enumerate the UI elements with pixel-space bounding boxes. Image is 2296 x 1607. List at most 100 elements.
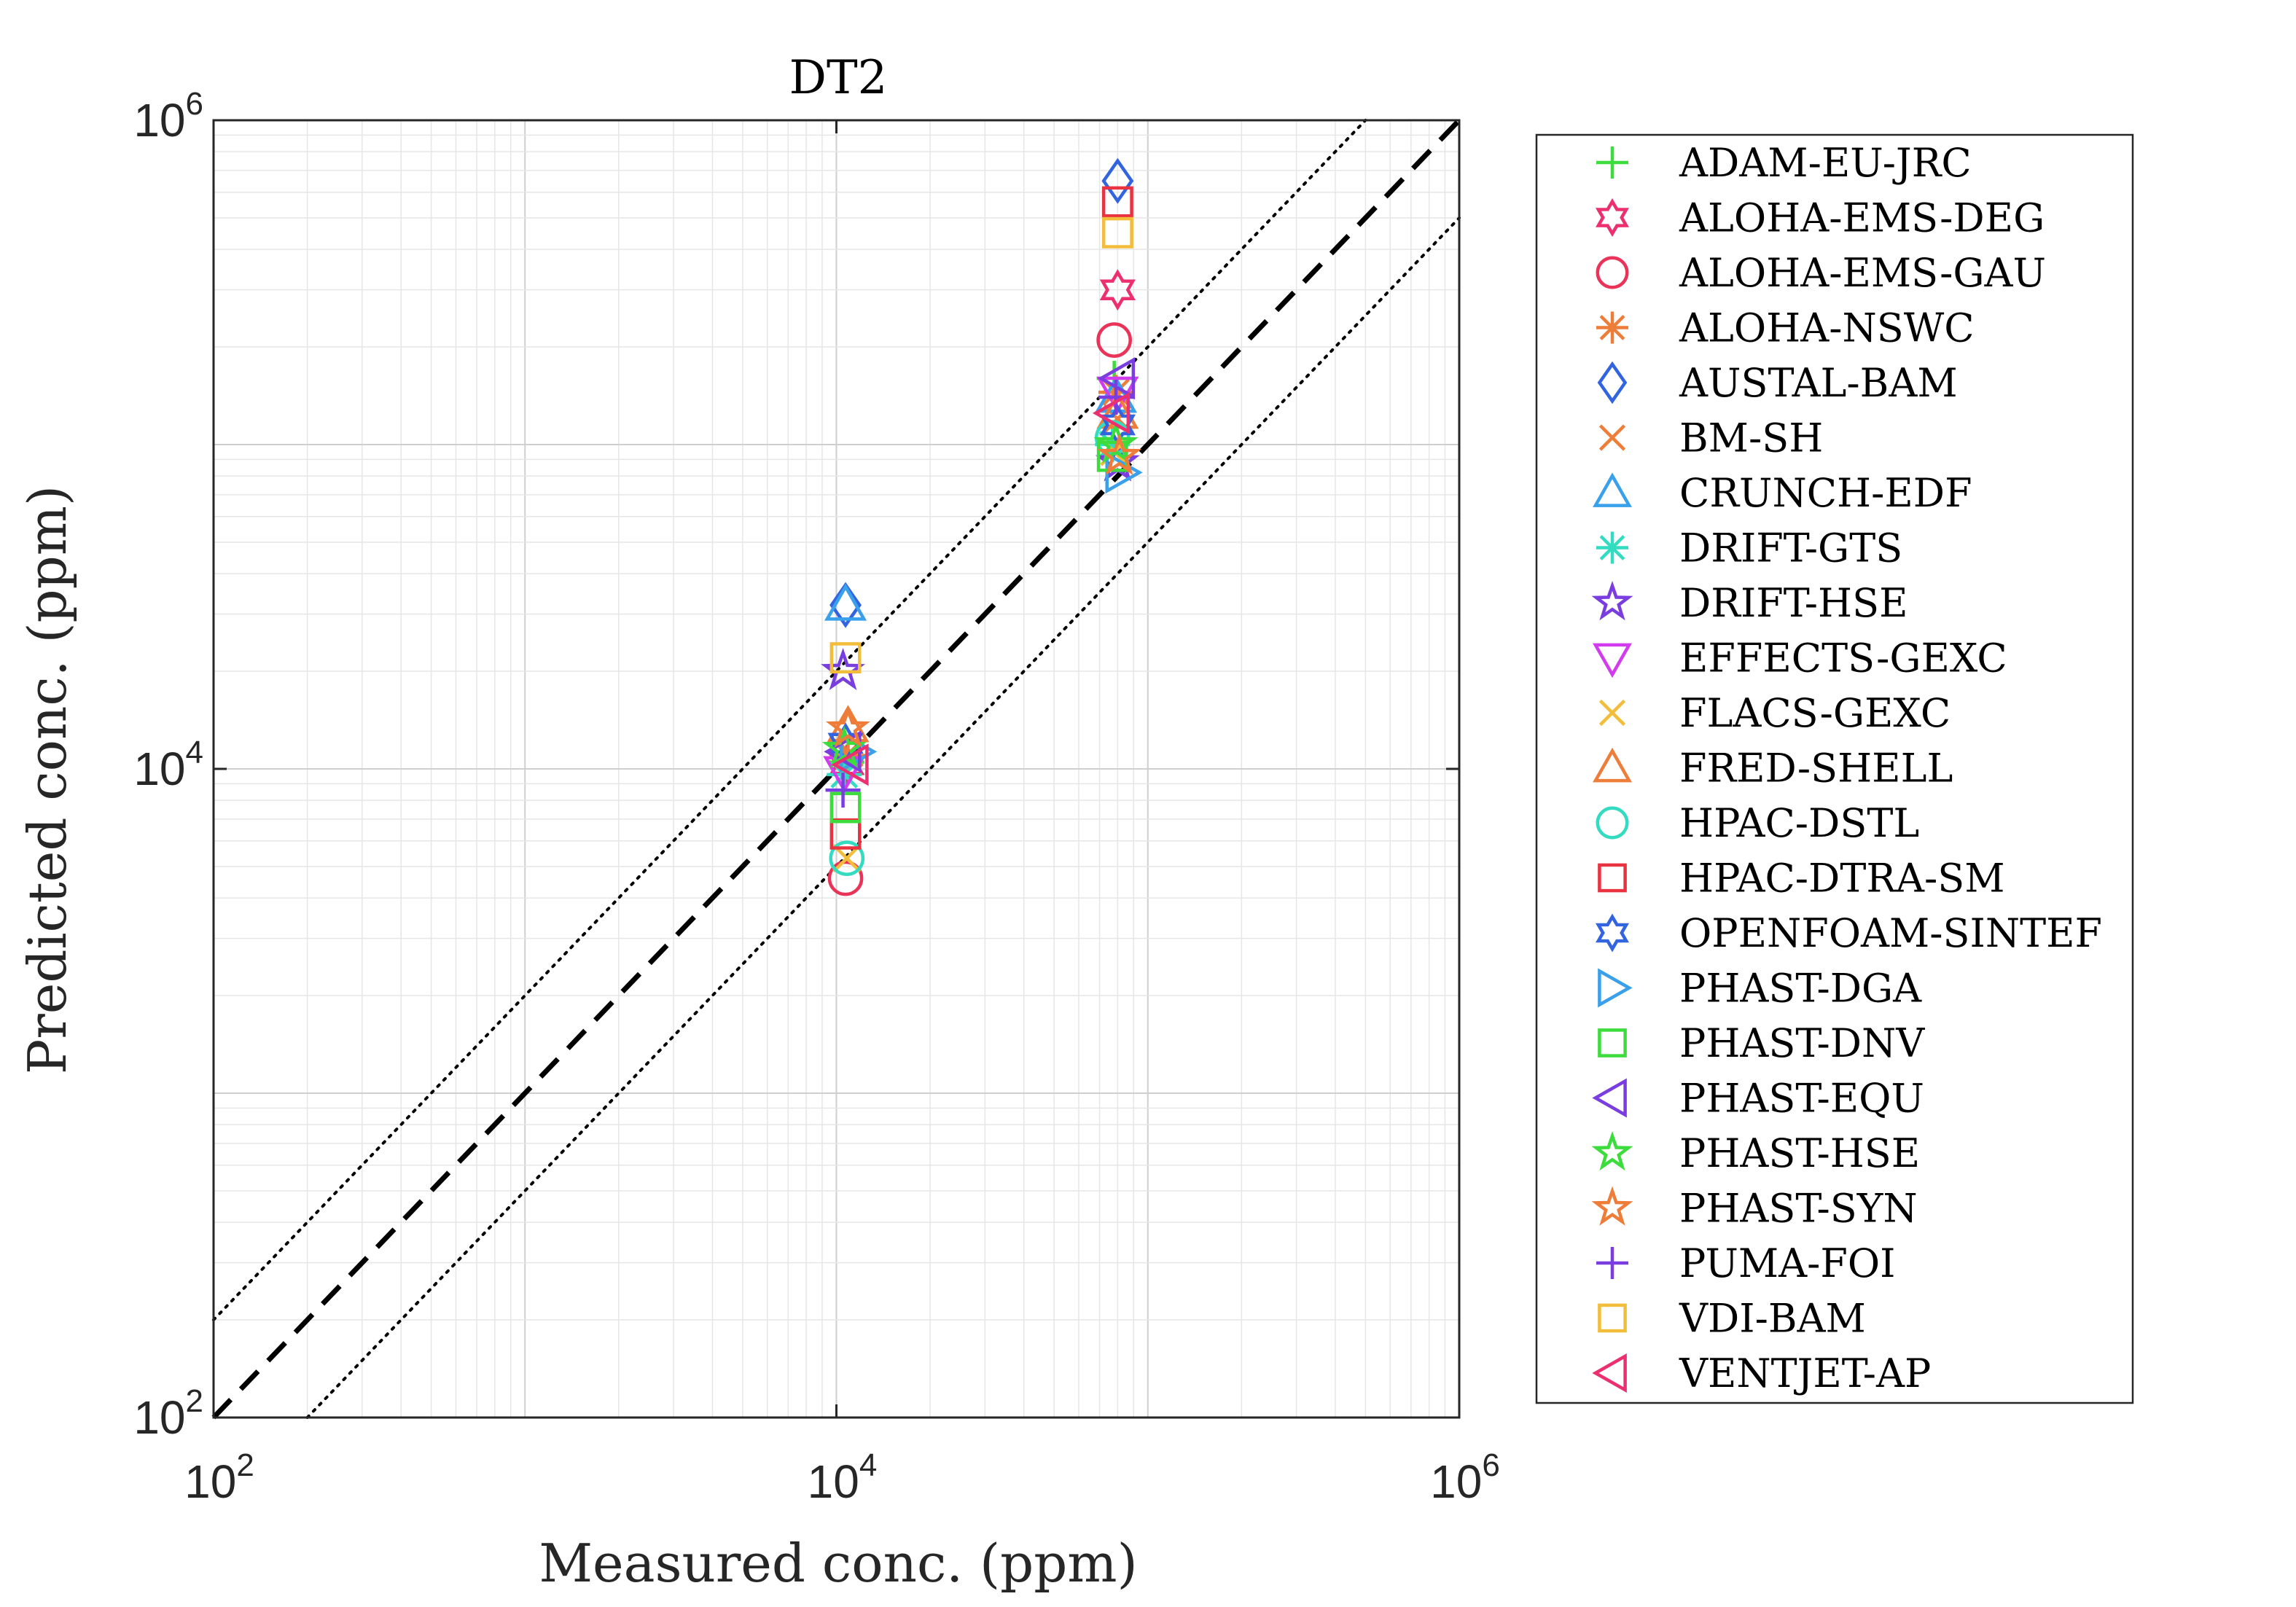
legend-label: DRIFT-GTS [1679, 525, 1902, 571]
legend-label: ALOHA-EMS-DEG [1679, 195, 2045, 241]
legend-item: FLACS-GEXC [1598, 690, 1951, 736]
legend-item: PHAST-DGA [1598, 966, 1922, 1012]
data-point-puma-foi-0 [825, 773, 861, 808]
data-point-drift-gts-1 [1095, 427, 1131, 462]
legend-marker-phast-dnv [1598, 1028, 1627, 1057]
data-point-phast-syn-0 [825, 705, 871, 748]
data-point-phast-syn-1 [1097, 433, 1142, 476]
series-PUMA-FOI [825, 379, 1134, 808]
legend-item: BM-SH [1598, 415, 1823, 461]
legend-item: ALOHA-NSWC [1596, 305, 1975, 351]
y-tick-label-1: 104 [133, 735, 203, 795]
y-axis-label: Predicted conc. (ppm) [17, 485, 78, 1074]
series-VENTJET-AP [831, 391, 1131, 786]
legend-label: ALOHA-EMS-GAU [1679, 250, 2046, 296]
legend-marker-openfoam-sintef [1596, 913, 1629, 953]
y-tick-label-0: 102 [133, 1383, 203, 1444]
legend-item: AUSTAL-BAM [1597, 360, 1958, 406]
x-tick-label-1: 104 [808, 1447, 878, 1508]
legend-box [1535, 133, 2134, 1404]
legend-item: PHAST-EQU [1592, 1076, 1924, 1122]
legend-item: ADAM-EU-JRC [1596, 140, 1972, 186]
legend-item: DRIFT-GTS [1596, 525, 1902, 571]
data-point-austal-bam-1 [1101, 157, 1134, 204]
data-point-crunch-edf-0 [824, 583, 867, 621]
legend-marker-phast-dga [1598, 968, 1633, 1008]
data-point-aloha-ems-gau-0 [827, 860, 864, 896]
legend-marker-effects-gexc [1593, 643, 1632, 679]
legend-marker-hpac-dstl [1596, 806, 1629, 840]
legend-item: PHAST-SYN [1591, 1186, 1918, 1232]
legend-label: DRIFT-HSE [1679, 580, 1908, 626]
series-AUSTAL-BAM [829, 157, 1134, 628]
x-tick-label-2: 106 [1430, 1447, 1500, 1508]
legend-marker-aloha-ems-deg [1596, 198, 1629, 237]
legend-label: EFFECTS-GEXC [1679, 636, 2007, 681]
reference-line-dotted [305, 216, 1461, 1419]
legend-label: PHAST-DNV [1679, 1020, 1925, 1066]
x-tick-label-0: 102 [184, 1447, 254, 1508]
legend-label: PHAST-EQU [1679, 1076, 1924, 1122]
legend-marker-puma-foi [1596, 1247, 1628, 1279]
legend-label: CRUNCH-EDF [1679, 470, 1972, 516]
legend-label: PHAST-SYN [1679, 1186, 1918, 1232]
legend-label: VDI-BAM [1679, 1296, 1866, 1342]
data-point-hpac-dstl-0 [829, 840, 865, 877]
data-point-austal-bam-0 [829, 582, 862, 628]
legend: ADAM-EU-JRC ALOHA-EMS-DEG ALOHA-EMS-GAU ALO… [1535, 133, 2134, 1404]
legend-marker-aloha-nswc [1596, 311, 1628, 344]
legend-label: VENTJET-AP [1679, 1350, 1931, 1396]
legend-item: OPENFOAM-SINTEF [1596, 910, 2102, 956]
series-ALOHA-EMS-GAU [827, 322, 1132, 896]
x-axis-label: Measured conc. (ppm) [539, 1533, 1137, 1594]
data-point-aloha-ems-gau-1 [1096, 322, 1132, 358]
legend-item: EFFECTS-GEXC [1593, 636, 2007, 681]
legend-item: ALOHA-EMS-DEG [1596, 195, 2045, 241]
legend-label: PHAST-HSE [1679, 1130, 1920, 1176]
legend-label: FLACS-GEXC [1679, 690, 1951, 736]
legend-label: HPAC-DTRA-SM [1679, 856, 2005, 902]
data-point-ventjet-ap-0 [831, 743, 869, 786]
data-point-hpac-dtra-sm-1 [1101, 186, 1133, 218]
data-point-phast-dnv-0 [829, 791, 862, 824]
legend-marker-bm-sh [1598, 424, 1626, 451]
legend-item: PHAST-DNV [1598, 1020, 1925, 1066]
legend-label: ALOHA-NSWC [1679, 305, 1975, 351]
reference-line-dotted [212, 119, 1367, 1322]
legend-item: VENTJET-AP [1592, 1350, 1931, 1396]
legend-marker-phast-equ [1592, 1078, 1627, 1118]
data-point-aloha-ems-deg-1 [1099, 269, 1136, 311]
legend-label: PUMA-FOI [1679, 1240, 1896, 1286]
axis-ticks: 102 104 106 102 104 106 [133, 86, 1500, 1508]
legend-marker-drift-gts [1596, 531, 1628, 564]
legend-marker-vdi-bam [1598, 1303, 1627, 1333]
legend-label: HPAC-DSTL [1679, 800, 1919, 846]
legend-label: AUSTAL-BAM [1679, 360, 1958, 406]
legend-marker-aloha-ems-gau [1596, 256, 1629, 289]
legend-label: BM-SH [1679, 415, 1823, 461]
y-tick-label-2: 106 [133, 86, 203, 146]
grid [214, 120, 1459, 1418]
legend-item: HPAC-DSTL [1596, 800, 1919, 846]
reference-lines [211, 118, 1461, 1420]
data-point-ventjet-ap-1 [1092, 391, 1131, 434]
legend-item: PUMA-FOI [1596, 1240, 1896, 1286]
legend-item: FRED-SHELL [1593, 746, 1953, 791]
legend-marker-phast-syn [1591, 1186, 1633, 1226]
series-VDI-BAM [829, 216, 1133, 674]
data-points [821, 157, 1143, 896]
legend-marker-crunch-edf [1593, 472, 1632, 507]
data-point-vdi-bam-0 [829, 642, 862, 674]
legend-item: CRUNCH-EDF [1593, 470, 1972, 516]
legend-item: DRIFT-HSE [1591, 580, 1908, 626]
legend-item: ALOHA-EMS-GAU [1596, 250, 2046, 296]
data-point-vdi-bam-1 [1101, 216, 1133, 249]
legend-item: PHAST-HSE [1591, 1130, 1920, 1176]
legend-marker-drift-hse [1591, 581, 1633, 621]
legend-label: FRED-SHELL [1679, 746, 1953, 791]
chart-title: DT2 [789, 51, 888, 105]
legend-marker-adam-eu-jrc [1596, 146, 1628, 179]
legend-label: PHAST-DGA [1679, 966, 1922, 1012]
legend-marker-flacs-gexc [1598, 699, 1626, 727]
